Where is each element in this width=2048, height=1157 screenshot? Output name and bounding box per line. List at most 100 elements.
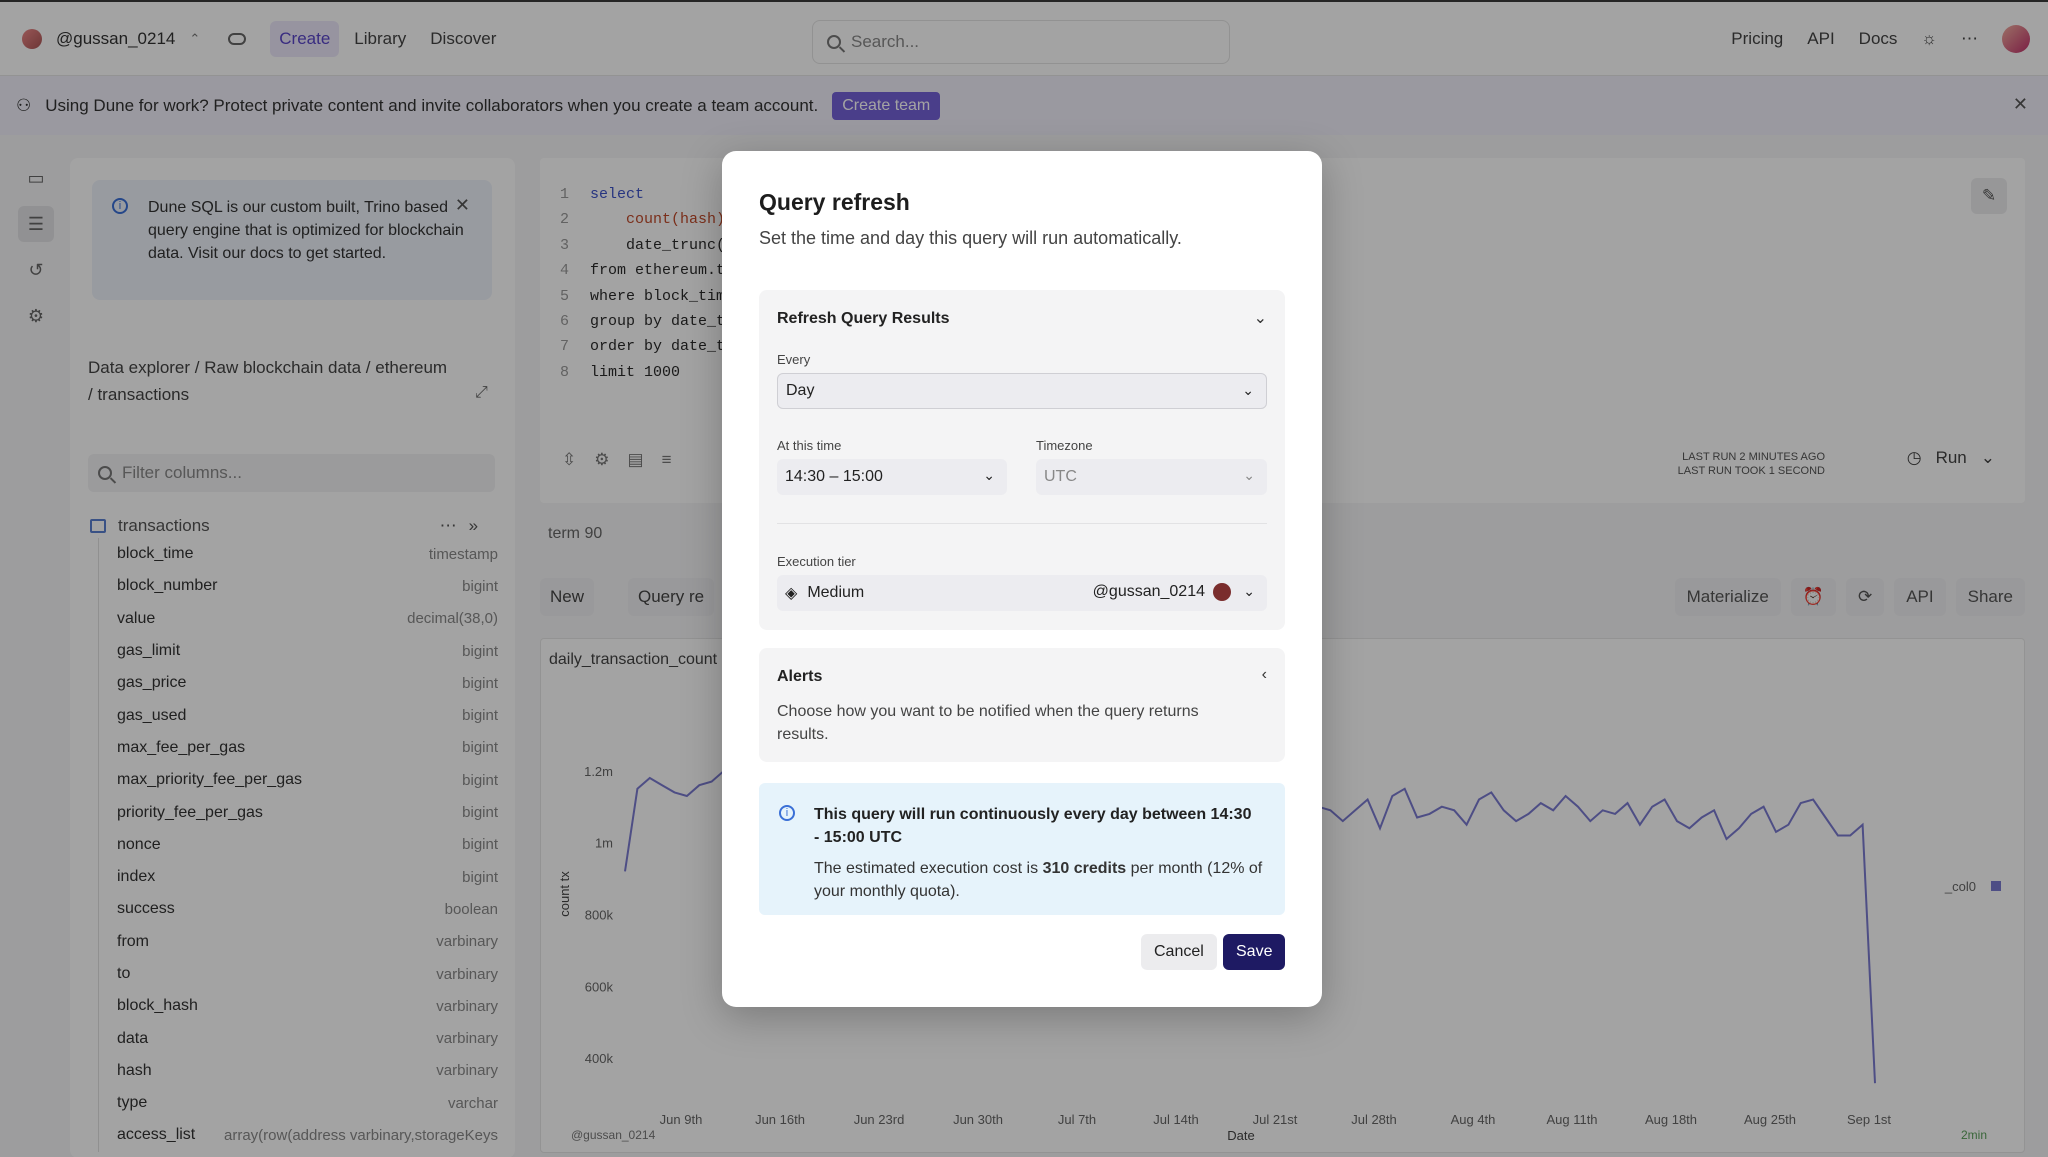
user-avatar[interactable] (22, 28, 42, 49)
code-line: 8 limit 1000 (560, 363, 681, 381)
column-row[interactable]: success boolean (99, 893, 498, 925)
query-results-tab[interactable]: Query re (628, 578, 715, 616)
cloud-icon[interactable] (228, 32, 247, 45)
format-icon[interactable]: ⇳ (562, 450, 577, 469)
more-icon[interactable]: ⋯ (1961, 29, 1978, 48)
x-tick-label: Aug 11th (1546, 1112, 1597, 1127)
timezone-value: UTC (1044, 468, 1077, 485)
column-row[interactable]: gas_limit bigint (99, 635, 498, 667)
column-row[interactable]: index bigint (99, 861, 498, 893)
column-row[interactable]: hash varbinary (99, 1055, 498, 1087)
legend-label: _col0 (1944, 879, 1976, 894)
term-row: term 90 (548, 525, 603, 542)
share-button[interactable]: Share (1955, 578, 2025, 616)
new-visualization-button[interactable]: New (540, 578, 595, 616)
code-line: 5 where block_tim (560, 287, 726, 305)
nav-discover[interactable]: Discover (430, 28, 497, 48)
nav-docs[interactable]: Docs (1858, 29, 1898, 48)
tier-value: Medium (807, 584, 865, 601)
column-row[interactable]: block_hash varbinary (99, 990, 498, 1022)
y-tick-label: 1.2m (584, 764, 613, 779)
x-tick-label: Aug 18th (1645, 1112, 1697, 1127)
column-row[interactable]: value decimal(38,0) (99, 603, 498, 635)
profile-avatar[interactable] (2002, 25, 2030, 53)
close-icon[interactable]: ✕ (2012, 94, 2028, 114)
chevrons-right-icon[interactable]: » (468, 516, 479, 535)
column-type: varchar (447, 1094, 498, 1112)
x-tick-label: Jun 16th (755, 1112, 805, 1127)
code-area[interactable]: 1 select 2 count(hash) 3 date_trunc( 4 fro… (560, 182, 725, 385)
column-row[interactable]: max_priority_fee_per_gas bigint (99, 764, 498, 796)
gear-icon[interactable]: ⚙ (27, 305, 45, 326)
more-icon[interactable]: ⋯ (439, 516, 457, 535)
y-tick-label: 800k (585, 907, 614, 922)
alerts-section[interactable]: Alerts ‹ Choose how you want to be notif… (759, 648, 1285, 762)
expand-icon[interactable]: ⤢ (475, 384, 488, 401)
column-type: bigint (462, 739, 498, 757)
column-row[interactable]: block_time timestamp (99, 538, 498, 570)
materialize-button[interactable]: Materialize (1674, 578, 1781, 616)
x-tick-label: Jul 7th (1058, 1112, 1096, 1127)
filter-columns-input[interactable]: Filter columns... (88, 454, 495, 492)
terminal-icon[interactable]: ▭ (27, 167, 45, 188)
history-icon[interactable]: ↺ (28, 259, 44, 280)
api-button[interactable]: API (1894, 578, 1946, 616)
breadcrumb[interactable]: Data explorer / Raw blockchain data / et… (88, 358, 448, 404)
close-icon[interactable]: ✕ (454, 195, 470, 215)
settings-icon[interactable]: ⚙ (594, 450, 610, 469)
database-icon[interactable]: ☰ (18, 206, 54, 242)
column-row[interactable]: data varbinary (99, 1022, 498, 1054)
search-icon (827, 35, 841, 49)
column-type: bigint (462, 707, 498, 725)
chevron-down-icon[interactable]: ⌄ (1253, 310, 1267, 327)
nav-create[interactable]: Create (270, 20, 340, 57)
table-icon (90, 519, 106, 533)
column-row[interactable]: from varbinary (99, 926, 498, 958)
column-row[interactable]: priority_fee_per_gas bigint (99, 796, 498, 828)
schedule-icon[interactable]: ◷ (1906, 448, 1922, 467)
refresh-icon[interactable]: ⟳ (1845, 578, 1885, 616)
chevron-down-icon[interactable]: ⌄ (1980, 448, 1995, 467)
column-row[interactable]: gas_used bigint (99, 699, 498, 731)
column-row[interactable]: max_fee_per_gas bigint (99, 732, 498, 764)
create-team-button[interactable]: Create team (832, 91, 941, 120)
nav-api[interactable]: API (1807, 29, 1835, 48)
column-row[interactable]: nonce bigint (99, 829, 498, 861)
cancel-button[interactable]: Cancel (1141, 934, 1217, 970)
column-row[interactable]: to varbinary (99, 958, 498, 990)
run-button[interactable]: Run (1935, 448, 1967, 467)
divider (777, 523, 1267, 524)
column-type: decimal(38,0) (407, 610, 498, 628)
column-row[interactable]: type varchar (99, 1087, 498, 1119)
chevron-updown-icon[interactable]: ⌃ (189, 30, 201, 46)
modal-title: Query refresh (759, 189, 910, 215)
every-select[interactable]: Day ⌄ (777, 373, 1267, 409)
search-input[interactable]: Search... (812, 20, 1230, 64)
column-type: timestamp (428, 545, 498, 563)
nav-pricing[interactable]: Pricing (1731, 29, 1784, 48)
column-row[interactable]: block_number bigint (99, 570, 498, 602)
alarm-icon[interactable]: ⏰ (1790, 578, 1836, 616)
refresh-badge: 2min (1961, 1128, 1987, 1142)
section-heading: Refresh Query Results (777, 310, 950, 327)
summary-cost: The estimated execution cost is 310 cred… (814, 860, 1263, 900)
execution-tier-select[interactable]: ◈ Medium @gussan_0214 ⌄ (777, 575, 1267, 611)
table-name: transactions (118, 516, 210, 535)
code-line: 4 from ethereum.t (560, 262, 726, 280)
column-row[interactable]: gas_price bigint (99, 667, 498, 699)
last-run-info: LAST RUN 2 MINUTES AGO LAST RUN TOOK 1 S… (1677, 451, 1825, 477)
modal-subtitle: Set the time and day this query will run… (759, 228, 1182, 248)
editor-tools: ⇳ ⚙ ▤ ≡ (562, 450, 671, 470)
sun-icon[interactable]: ☼ (1921, 29, 1937, 48)
save-button[interactable]: Save (1223, 934, 1286, 970)
list-icon[interactable]: ≡ (661, 450, 672, 469)
table-header[interactable]: transactions ⋯ » (90, 516, 490, 536)
notes-icon[interactable]: ▤ (627, 450, 644, 469)
column-row[interactable]: access_list array(row(address varbinary,s… (99, 1119, 498, 1151)
column-list: block_time timestamp block_number bigint val… (98, 538, 498, 1152)
chevron-left-icon[interactable]: ‹ (1261, 666, 1267, 683)
magic-wand-icon[interactable]: ✎ (1971, 178, 2007, 214)
nav-library[interactable]: Library (354, 28, 407, 48)
time-select[interactable]: 14:30 – 15:00 ⌄ (777, 459, 1007, 495)
username[interactable]: @gussan_0214 (56, 28, 176, 48)
